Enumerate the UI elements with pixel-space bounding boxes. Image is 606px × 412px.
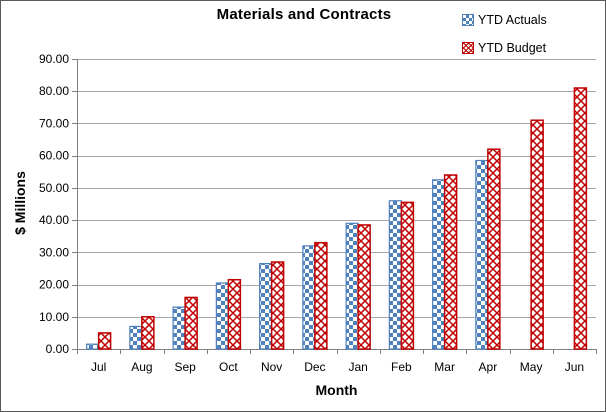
x-tick-label-nov: Nov [261, 360, 282, 374]
y-tick-label: 40.00 [39, 213, 69, 227]
x-tick-label-apr: Apr [479, 360, 498, 374]
bar-actuals-dec[interactable] [302, 245, 316, 350]
y-tick-label: 30.00 [39, 245, 69, 259]
x-tick-label-sep: Sep [174, 360, 196, 374]
x-tick-label-jan: Jan [348, 360, 367, 374]
x-tick-label-jun: Jun [565, 360, 584, 374]
x-tick-label-dec: Dec [304, 360, 325, 374]
bar-actuals-apr[interactable] [475, 159, 489, 350]
x-tick-label-may: May [520, 360, 543, 374]
bar-budget-dec[interactable] [314, 241, 328, 350]
x-axis-title: Month [315, 382, 358, 398]
bar-actuals-aug[interactable] [129, 325, 143, 350]
y-tick-label: 0.00 [46, 342, 70, 356]
x-tick-label-jul: Jul [91, 360, 106, 374]
x-tick-label-aug: Aug [131, 360, 152, 374]
y-tick-label: 60.00 [39, 149, 69, 163]
legend-item-ytd-actuals[interactable]: YTD Actuals [462, 9, 547, 31]
bar-actuals-mar[interactable] [432, 179, 446, 350]
y-tick-label: 10.00 [39, 310, 69, 324]
y-tick-label: 20.00 [39, 278, 69, 292]
bar-actuals-jul[interactable] [86, 343, 100, 350]
bar-budget-jan[interactable] [357, 224, 371, 350]
bar-actuals-feb[interactable] [388, 200, 402, 350]
legend-label-ytd-budget: YTD Budget [478, 41, 547, 55]
bar-budget-apr[interactable] [487, 148, 501, 350]
weave-swatch-icon [462, 42, 474, 54]
bar-actuals-nov[interactable] [259, 263, 273, 350]
y-tick-label: 50.00 [39, 181, 69, 195]
legend-item-ytd-budget[interactable]: YTD Budget [462, 37, 547, 59]
bar-budget-mar[interactable] [443, 174, 458, 350]
bar-budget-jun[interactable] [573, 87, 588, 350]
legend-label-ytd-actuals: YTD Actuals [478, 13, 547, 27]
checkerboard-swatch-icon [462, 14, 474, 26]
bar-budget-may[interactable] [530, 119, 544, 350]
bar-budget-oct[interactable] [227, 278, 242, 350]
bar-actuals-sep[interactable] [172, 306, 186, 350]
bar-budget-aug[interactable] [141, 316, 155, 350]
bar-actuals-jan[interactable] [345, 222, 359, 350]
bar-budget-feb[interactable] [400, 201, 415, 350]
x-tick-label-mar: Mar [434, 360, 455, 374]
chart-title: Materials and Contracts [216, 6, 392, 23]
bar-budget-sep[interactable] [184, 296, 198, 350]
bar-budget-jul[interactable] [97, 332, 112, 350]
y-tick-label: 90.00 [39, 52, 69, 66]
legend: YTD Actuals YTD Budget [462, 9, 547, 65]
y-tick-label: 80.00 [39, 84, 69, 98]
bar-actuals-oct[interactable] [215, 282, 229, 350]
bar-budget-nov[interactable] [270, 261, 285, 350]
x-tick-label-feb: Feb [391, 360, 412, 374]
x-tick-label-oct: Oct [219, 360, 238, 374]
y-tick-label: 70.00 [39, 116, 69, 130]
